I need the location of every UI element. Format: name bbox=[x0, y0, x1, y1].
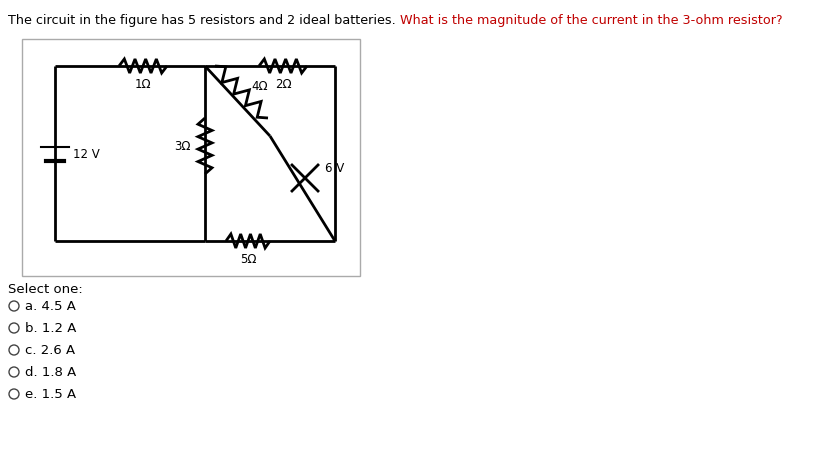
Text: 6 V: 6 V bbox=[325, 161, 344, 175]
Text: What is the magnitude of the current in the 3-ohm resistor?: What is the magnitude of the current in … bbox=[400, 14, 782, 27]
Text: The circuit in the figure has 5 resistors and 2 ideal batteries.: The circuit in the figure has 5 resistor… bbox=[8, 14, 400, 27]
Text: 2Ω: 2Ω bbox=[275, 78, 292, 91]
Text: e. 1.5 A: e. 1.5 A bbox=[25, 387, 76, 400]
Text: 12 V: 12 V bbox=[73, 148, 100, 160]
Text: b. 1.2 A: b. 1.2 A bbox=[25, 321, 76, 335]
Bar bbox=[22, 39, 360, 276]
Text: 5Ω: 5Ω bbox=[240, 253, 256, 266]
Text: Select one:: Select one: bbox=[8, 283, 83, 296]
Text: c. 2.6 A: c. 2.6 A bbox=[25, 344, 75, 357]
Text: a. 4.5 A: a. 4.5 A bbox=[25, 299, 76, 313]
Text: 3Ω: 3Ω bbox=[175, 139, 191, 152]
Text: 4Ω: 4Ω bbox=[252, 80, 268, 93]
Text: d. 1.8 A: d. 1.8 A bbox=[25, 366, 76, 378]
Text: 1Ω: 1Ω bbox=[135, 78, 151, 91]
